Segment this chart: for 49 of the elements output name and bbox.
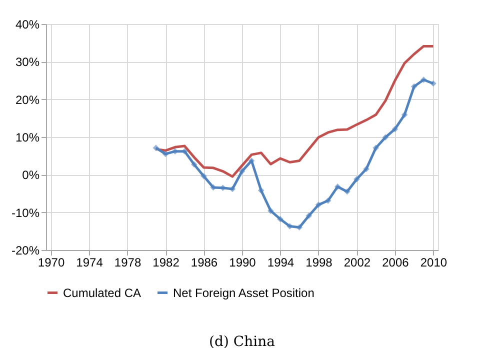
point bbox=[315, 202, 322, 208]
point bbox=[344, 188, 350, 195]
point bbox=[286, 223, 293, 230]
point bbox=[363, 166, 370, 172]
legend-label: Net Foreign Asset Position bbox=[173, 286, 314, 300]
y-tick-label: 0% bbox=[22, 168, 40, 182]
legend-label: Cumulated CA bbox=[63, 286, 142, 300]
text: (d) China bbox=[209, 334, 275, 348]
point bbox=[172, 148, 178, 154]
point bbox=[258, 187, 264, 194]
x-tick-label: 1998 bbox=[306, 256, 333, 270]
y-tick-label: 20% bbox=[15, 92, 40, 107]
point bbox=[306, 212, 312, 219]
x-tick-label: 1970 bbox=[38, 256, 65, 270]
point bbox=[324, 197, 332, 204]
point bbox=[392, 126, 398, 132]
point bbox=[296, 224, 303, 231]
point bbox=[229, 186, 236, 192]
point bbox=[152, 144, 160, 152]
point bbox=[382, 134, 389, 141]
x-tick-label: 1982 bbox=[152, 256, 180, 270]
x-tick-label: 2002 bbox=[344, 256, 371, 270]
y-tick-label: -20% bbox=[11, 244, 40, 258]
y-tick-label: 40% bbox=[15, 18, 40, 32]
point bbox=[410, 83, 418, 90]
point bbox=[372, 144, 380, 152]
y-tick-label: 10% bbox=[15, 130, 40, 144]
x-tick-label: 1994 bbox=[267, 256, 294, 270]
point bbox=[334, 184, 341, 190]
point bbox=[430, 80, 436, 87]
point bbox=[162, 150, 169, 158]
x-tick-label: 1974 bbox=[76, 256, 104, 270]
x-tick-label: 2006 bbox=[382, 256, 410, 270]
point bbox=[277, 216, 284, 222]
point bbox=[238, 168, 246, 174]
point bbox=[248, 158, 255, 164]
x-tick-label: 1978 bbox=[114, 256, 142, 270]
x-tick-label: 2010 bbox=[420, 256, 448, 270]
point bbox=[354, 176, 360, 182]
y-tick-label: 30% bbox=[15, 55, 40, 70]
point bbox=[268, 208, 274, 214]
point bbox=[191, 161, 198, 168]
point bbox=[200, 173, 207, 180]
y-tick-label: -10% bbox=[11, 206, 40, 220]
x-tick-label: 1990 bbox=[229, 256, 256, 270]
point bbox=[210, 184, 216, 191]
point bbox=[420, 76, 427, 83]
point bbox=[401, 112, 408, 118]
x-tick-label: 1986 bbox=[190, 256, 218, 270]
